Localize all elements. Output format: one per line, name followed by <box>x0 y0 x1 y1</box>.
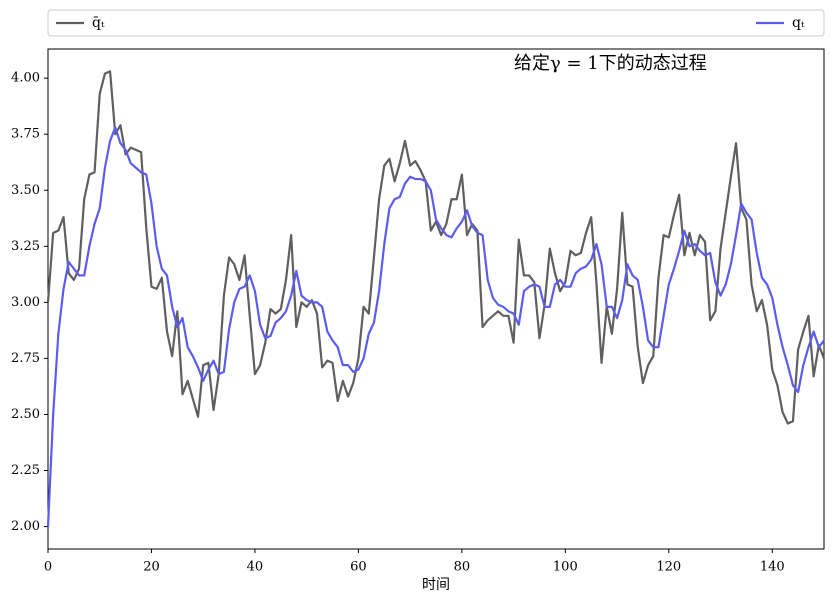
x-tick-label: 140 <box>760 560 785 575</box>
series-line <box>46 126 825 527</box>
y-tick-label: 3.50 <box>11 183 40 198</box>
y-tick-label: 2.00 <box>11 519 40 534</box>
y-tick-label: 2.50 <box>11 407 40 422</box>
x-axis-label: 时间 <box>422 577 450 593</box>
y-tick-label: 3.25 <box>11 239 40 254</box>
x-tick-label: 100 <box>553 560 578 575</box>
x-tick-label: 120 <box>656 560 681 575</box>
y-tick-label: 3.75 <box>11 127 40 142</box>
legend-box <box>47 9 825 37</box>
y-tick-label: 2.25 <box>11 463 40 478</box>
x-tick-label: 20 <box>143 560 160 575</box>
x-tick-label: 0 <box>44 560 52 575</box>
series-line <box>46 70 826 425</box>
legend-label: q̄ₜ <box>92 15 105 31</box>
x-tick-label: 60 <box>350 560 367 575</box>
chart-title: 给定γ = 1下的动态过程 <box>514 53 707 74</box>
y-tick-label: 3.00 <box>11 295 40 310</box>
legend-label: qₜ <box>792 15 805 31</box>
x-tick-label: 40 <box>247 560 264 575</box>
y-tick-label: 2.75 <box>11 351 40 366</box>
x-tick-label: 80 <box>454 560 471 575</box>
y-tick-label: 4.00 <box>11 71 40 86</box>
